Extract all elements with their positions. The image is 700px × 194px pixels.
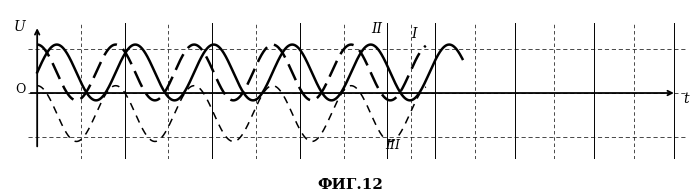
Text: O: O bbox=[15, 83, 25, 96]
Text: U: U bbox=[14, 20, 26, 34]
Text: t: t bbox=[683, 92, 689, 106]
Text: I: I bbox=[411, 27, 416, 41]
Text: ФИГ.12: ФИГ.12 bbox=[317, 178, 383, 192]
Text: III: III bbox=[385, 139, 400, 152]
Text: II: II bbox=[372, 22, 382, 36]
